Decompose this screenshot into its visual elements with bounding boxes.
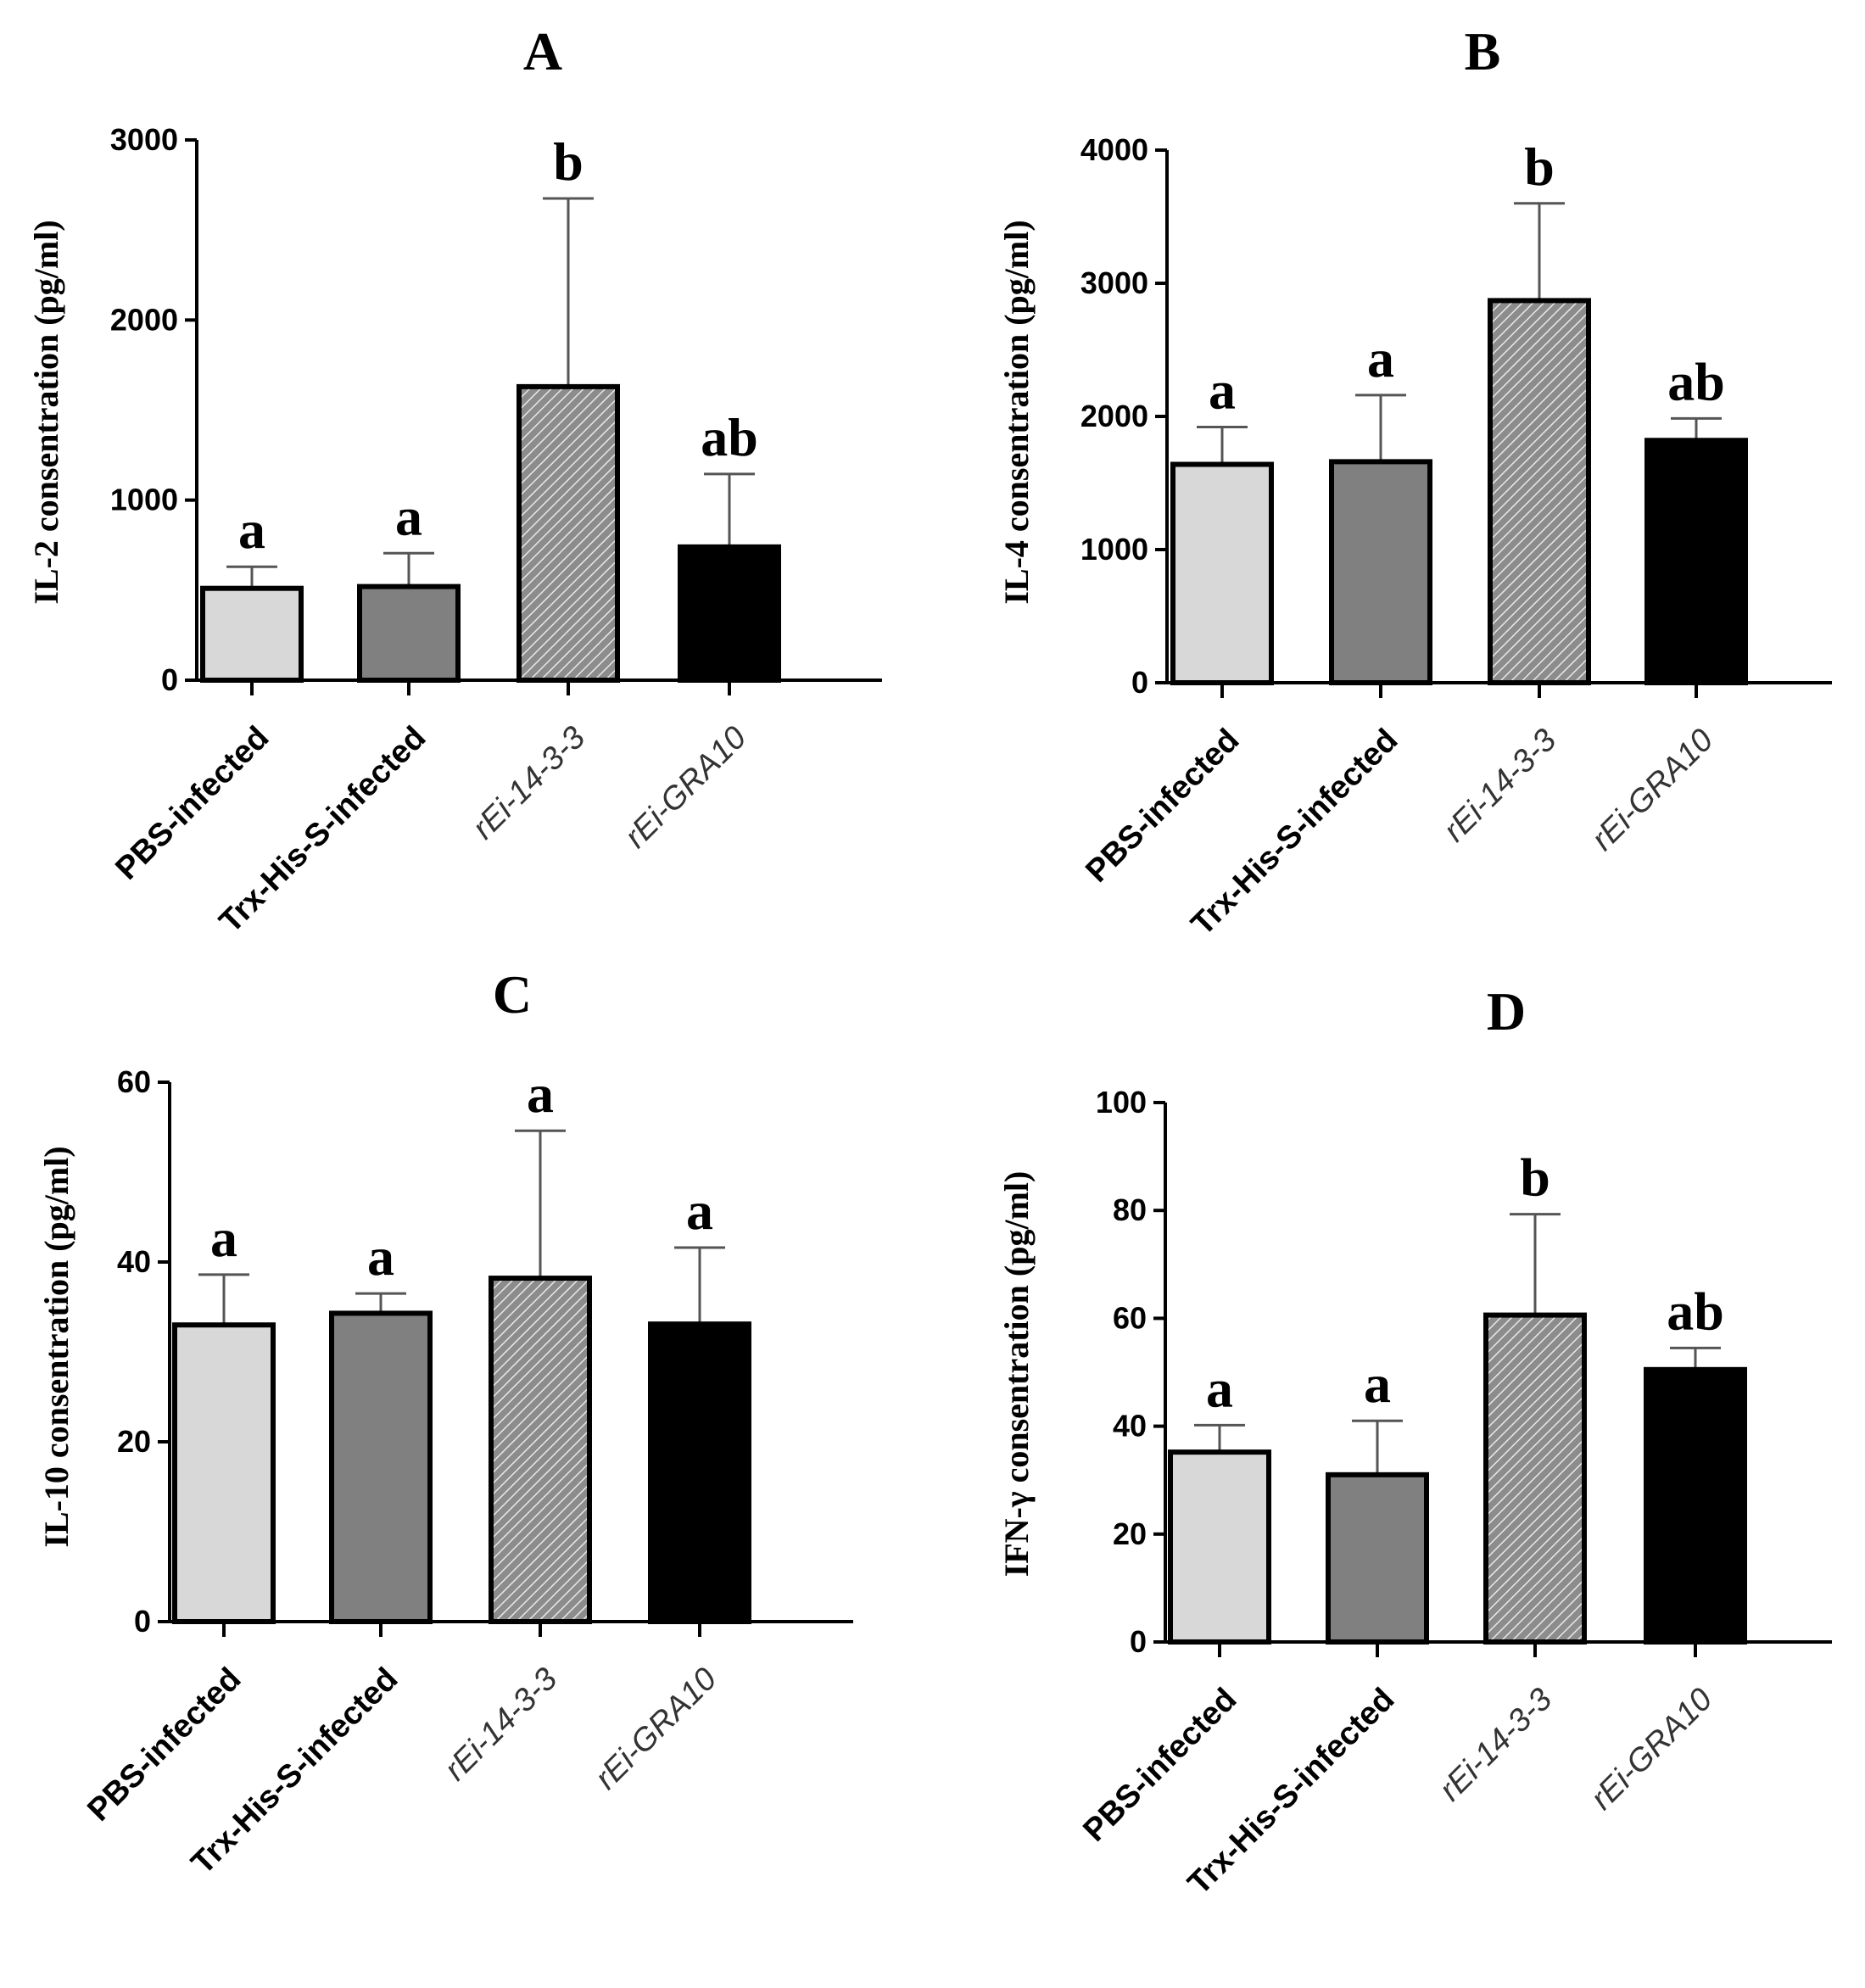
panel-title-b: B	[1465, 21, 1501, 81]
chart-panel-b: B IL-4 consentration (pg/ml) 0 1000 2000 30…	[997, 21, 1832, 942]
y-tick-label-b-3: 3000	[1080, 265, 1148, 300]
y-tick-label-b-0: 0	[1131, 665, 1148, 700]
y-tick-label-a-0: 0	[161, 662, 178, 697]
significance-label-c-3: a	[527, 1064, 554, 1124]
bar-a-pbs	[200, 585, 304, 684]
y-tick-label-d-0: 0	[1130, 1624, 1147, 1659]
y-tick-label-d-2: 40	[1113, 1409, 1147, 1444]
chart-panel-c: C IL-10 consentration (pg/ml) 0 20 40 60 a PB…	[37, 964, 853, 1881]
y-tick-label-d-5: 100	[1096, 1085, 1147, 1120]
y-tick-label-c-0: 0	[134, 1604, 151, 1639]
chart-panel-a: A IL-2 consentration (pg/ml) 0 1000 2000 30…	[27, 21, 882, 940]
significance-label-d-2: a	[1364, 1354, 1391, 1414]
bar-b-rei-gra10	[1644, 438, 1748, 685]
bar-c-pbs	[172, 1322, 276, 1624]
y-tick-label-d-3: 60	[1113, 1300, 1147, 1335]
bar-c-rei-14-3-3	[489, 1276, 592, 1624]
y-tick-label-b-4: 4000	[1080, 132, 1148, 167]
x-tick-label-d-4: rEi-GRA10	[1584, 1682, 1720, 1818]
x-tick-label-b-3: rEi-14-3-3	[1437, 723, 1563, 849]
bar-a-trx	[357, 584, 461, 683]
significance-label-d-4: ab	[1667, 1281, 1724, 1341]
significance-label-a-2: a	[395, 486, 422, 546]
significance-label-d-1: a	[1206, 1358, 1233, 1418]
significance-label-b-4: ab	[1667, 351, 1725, 411]
y-tick-label-a-3: 3000	[110, 122, 178, 157]
x-tick-label-a-3: rEi-14-3-3	[466, 720, 592, 846]
x-tick-label-c-4: rEi-GRA10	[589, 1661, 724, 1797]
significance-label-a-1: a	[238, 500, 265, 560]
bar-c-trx	[329, 1310, 433, 1625]
bar-b-trx	[1329, 459, 1432, 685]
y-tick-label-c-1: 20	[117, 1424, 151, 1459]
y-axis-label-c: IL-10 consentration (pg/ml)	[37, 1146, 75, 1547]
bar-b-pbs	[1170, 461, 1274, 686]
y-tick-label-a-1: 1000	[110, 483, 178, 517]
significance-label-c-1: a	[210, 1208, 237, 1268]
significance-label-c-2: a	[367, 1226, 394, 1287]
significance-label-c-4: a	[686, 1181, 713, 1241]
panel-title-c: C	[493, 964, 532, 1025]
bar-d-trx	[1326, 1471, 1429, 1645]
x-tick-label-c-3: rEi-14-3-3	[438, 1661, 564, 1788]
x-tick-label-c-1: PBS-infected	[81, 1661, 248, 1829]
significance-label-a-4: ab	[701, 407, 758, 467]
significance-label-a-3: b	[553, 131, 584, 192]
bar-a-rei-gra10	[678, 544, 781, 684]
x-tick-label-d-3: rEi-14-3-3	[1432, 1682, 1559, 1808]
x-tick-label-b-1: PBS-infected	[1079, 723, 1246, 890]
y-tick-label-b-2: 2000	[1080, 399, 1148, 433]
chart-panel-d: D IFN-γ consentration (pg/ml) 0 20 40 60 80 1…	[997, 981, 1832, 1901]
significance-label-b-3: b	[1524, 137, 1555, 197]
bar-a-rei-14-3-3	[517, 383, 620, 683]
x-tick-label-a-1: PBS-infected	[109, 720, 276, 887]
y-tick-label-d-1: 20	[1113, 1516, 1147, 1551]
bar-d-rei-14-3-3	[1483, 1312, 1587, 1645]
x-tick-label-b-4: rEi-GRA10	[1585, 723, 1721, 858]
bar-b-rei-14-3-3	[1488, 298, 1591, 685]
x-tick-label-a-4: rEi-GRA10	[618, 720, 754, 856]
y-tick-label-a-2: 2000	[110, 302, 178, 337]
significance-label-b-2: a	[1367, 328, 1394, 388]
panel-title-d: D	[1487, 981, 1526, 1041]
y-tick-label-c-3: 60	[117, 1064, 151, 1099]
y-axis-label-a: IL-2 consentration (pg/ml)	[27, 220, 65, 604]
bar-c-rei-gra10	[648, 1321, 751, 1624]
y-axis-label-d: IFN-γ consentration (pg/ml)	[997, 1171, 1036, 1578]
y-tick-label-b-1: 1000	[1080, 532, 1148, 567]
x-tick-label-d-1: PBS-infected	[1076, 1682, 1243, 1849]
bar-d-pbs	[1168, 1449, 1271, 1645]
significance-label-b-1: a	[1209, 360, 1236, 421]
panel-title-a: A	[523, 21, 562, 81]
bar-d-rei-gra10	[1644, 1366, 1747, 1645]
significance-label-d-3: b	[1520, 1148, 1550, 1208]
y-axis-label-b: IL-4 consentration (pg/ml)	[997, 220, 1036, 604]
y-tick-label-c-2: 40	[117, 1244, 151, 1279]
y-tick-label-d-4: 80	[1113, 1192, 1147, 1227]
